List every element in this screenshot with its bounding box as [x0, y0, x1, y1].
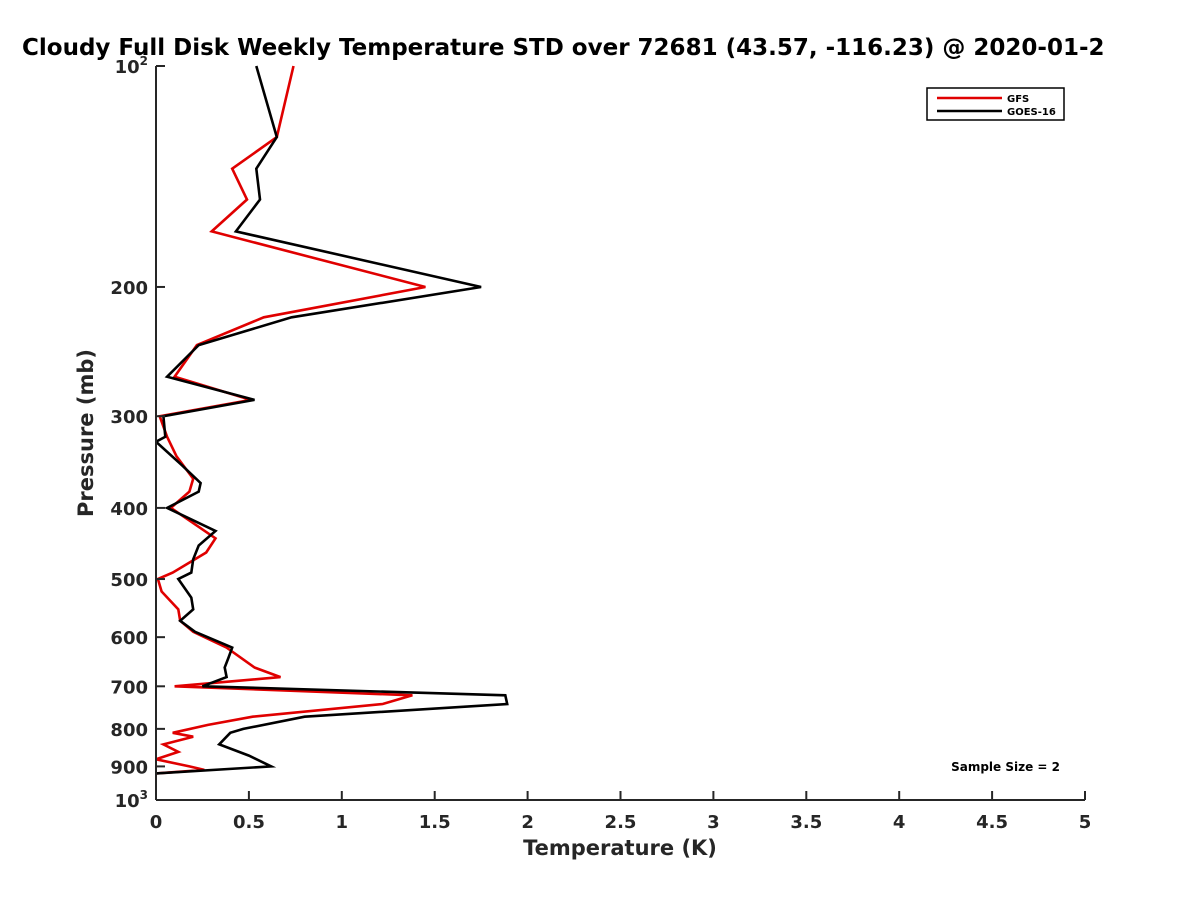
y-tick-label: 500 [110, 570, 148, 591]
y-tick-label: 103 [115, 788, 148, 812]
x-tick-label: 3.5 [790, 812, 822, 833]
y-tick-label: 102 [115, 54, 148, 78]
x-tick-label: 1 [336, 812, 349, 833]
y-tick-label: 900 [110, 757, 148, 778]
series-line-goes-16 [156, 65, 509, 775]
x-tick-label: 0 [150, 812, 163, 833]
y-tick-label: 200 [110, 278, 148, 299]
legend-entry-label: GFS [1007, 94, 1029, 105]
chart-title: Cloudy Full Disk Weekly Temperature STD … [22, 35, 1105, 61]
y-tick-label: 600 [110, 628, 148, 649]
y-tick-label: 700 [110, 677, 148, 698]
legend: GFS GOES-16 [926, 87, 1065, 121]
x-tick-label: 3 [707, 812, 720, 833]
x-tick-label: 1.5 [419, 812, 451, 833]
x-tick-label: 4 [893, 812, 906, 833]
x-axis-label: Temperature (K) [523, 836, 717, 860]
x-tick-label: 0.5 [233, 812, 265, 833]
y-tick-label: 300 [110, 407, 148, 428]
plot-area: 0 0.5 1 1.5 2 2.5 3 3.5 4 4.5 5 102 200 300 400 500 600 7… [110, 54, 1091, 833]
legend-entry-label: GOES-16 [1007, 107, 1056, 118]
y-tick-label: 800 [110, 720, 148, 741]
y-axis-label: Pressure (mb) [74, 349, 98, 517]
x-tick-label: 5 [1079, 812, 1092, 833]
sample-size-annotation: Sample Size = 2 [951, 760, 1060, 774]
series-line-gfs [156, 65, 426, 775]
x-tick-label: 2.5 [605, 812, 637, 833]
x-tick-label: 4.5 [976, 812, 1008, 833]
y-tick-label: 400 [110, 499, 148, 520]
x-tick-label: 2 [521, 812, 534, 833]
